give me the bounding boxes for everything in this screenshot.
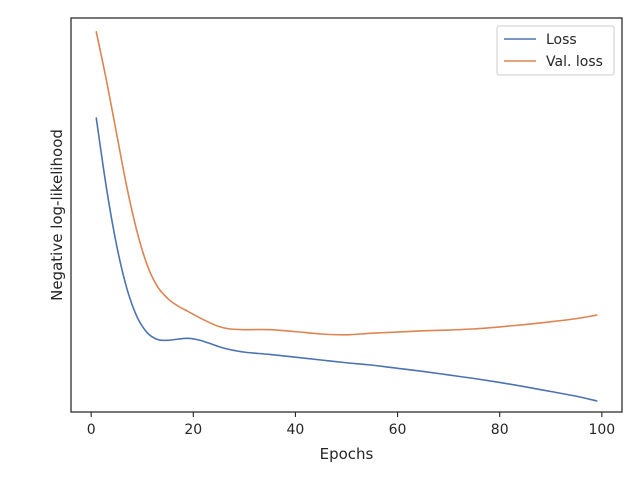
x-tick-label: 100 (588, 422, 615, 438)
x-axis-ticks: 0 20 40 60 80 100 (87, 412, 615, 438)
x-axis-label: Epochs (320, 445, 374, 463)
plot-lines (95, 30, 598, 402)
x-tick-label: 60 (389, 422, 407, 438)
x-tick-label: 0 (87, 422, 96, 438)
plot-frame (70, 17, 623, 413)
x-tick-label: 80 (491, 422, 509, 438)
legend-label-loss: Loss (546, 32, 577, 48)
y-axis-label: Negative log-likelihood (48, 129, 66, 301)
x-tick-label: 20 (184, 422, 202, 438)
legend-label-val-loss: Val. loss (546, 54, 603, 70)
x-tick-label: 40 (287, 422, 305, 438)
series-line-loss (95, 117, 598, 402)
legend: Loss Val. loss (496, 25, 615, 76)
series-line-val-loss (95, 30, 598, 336)
